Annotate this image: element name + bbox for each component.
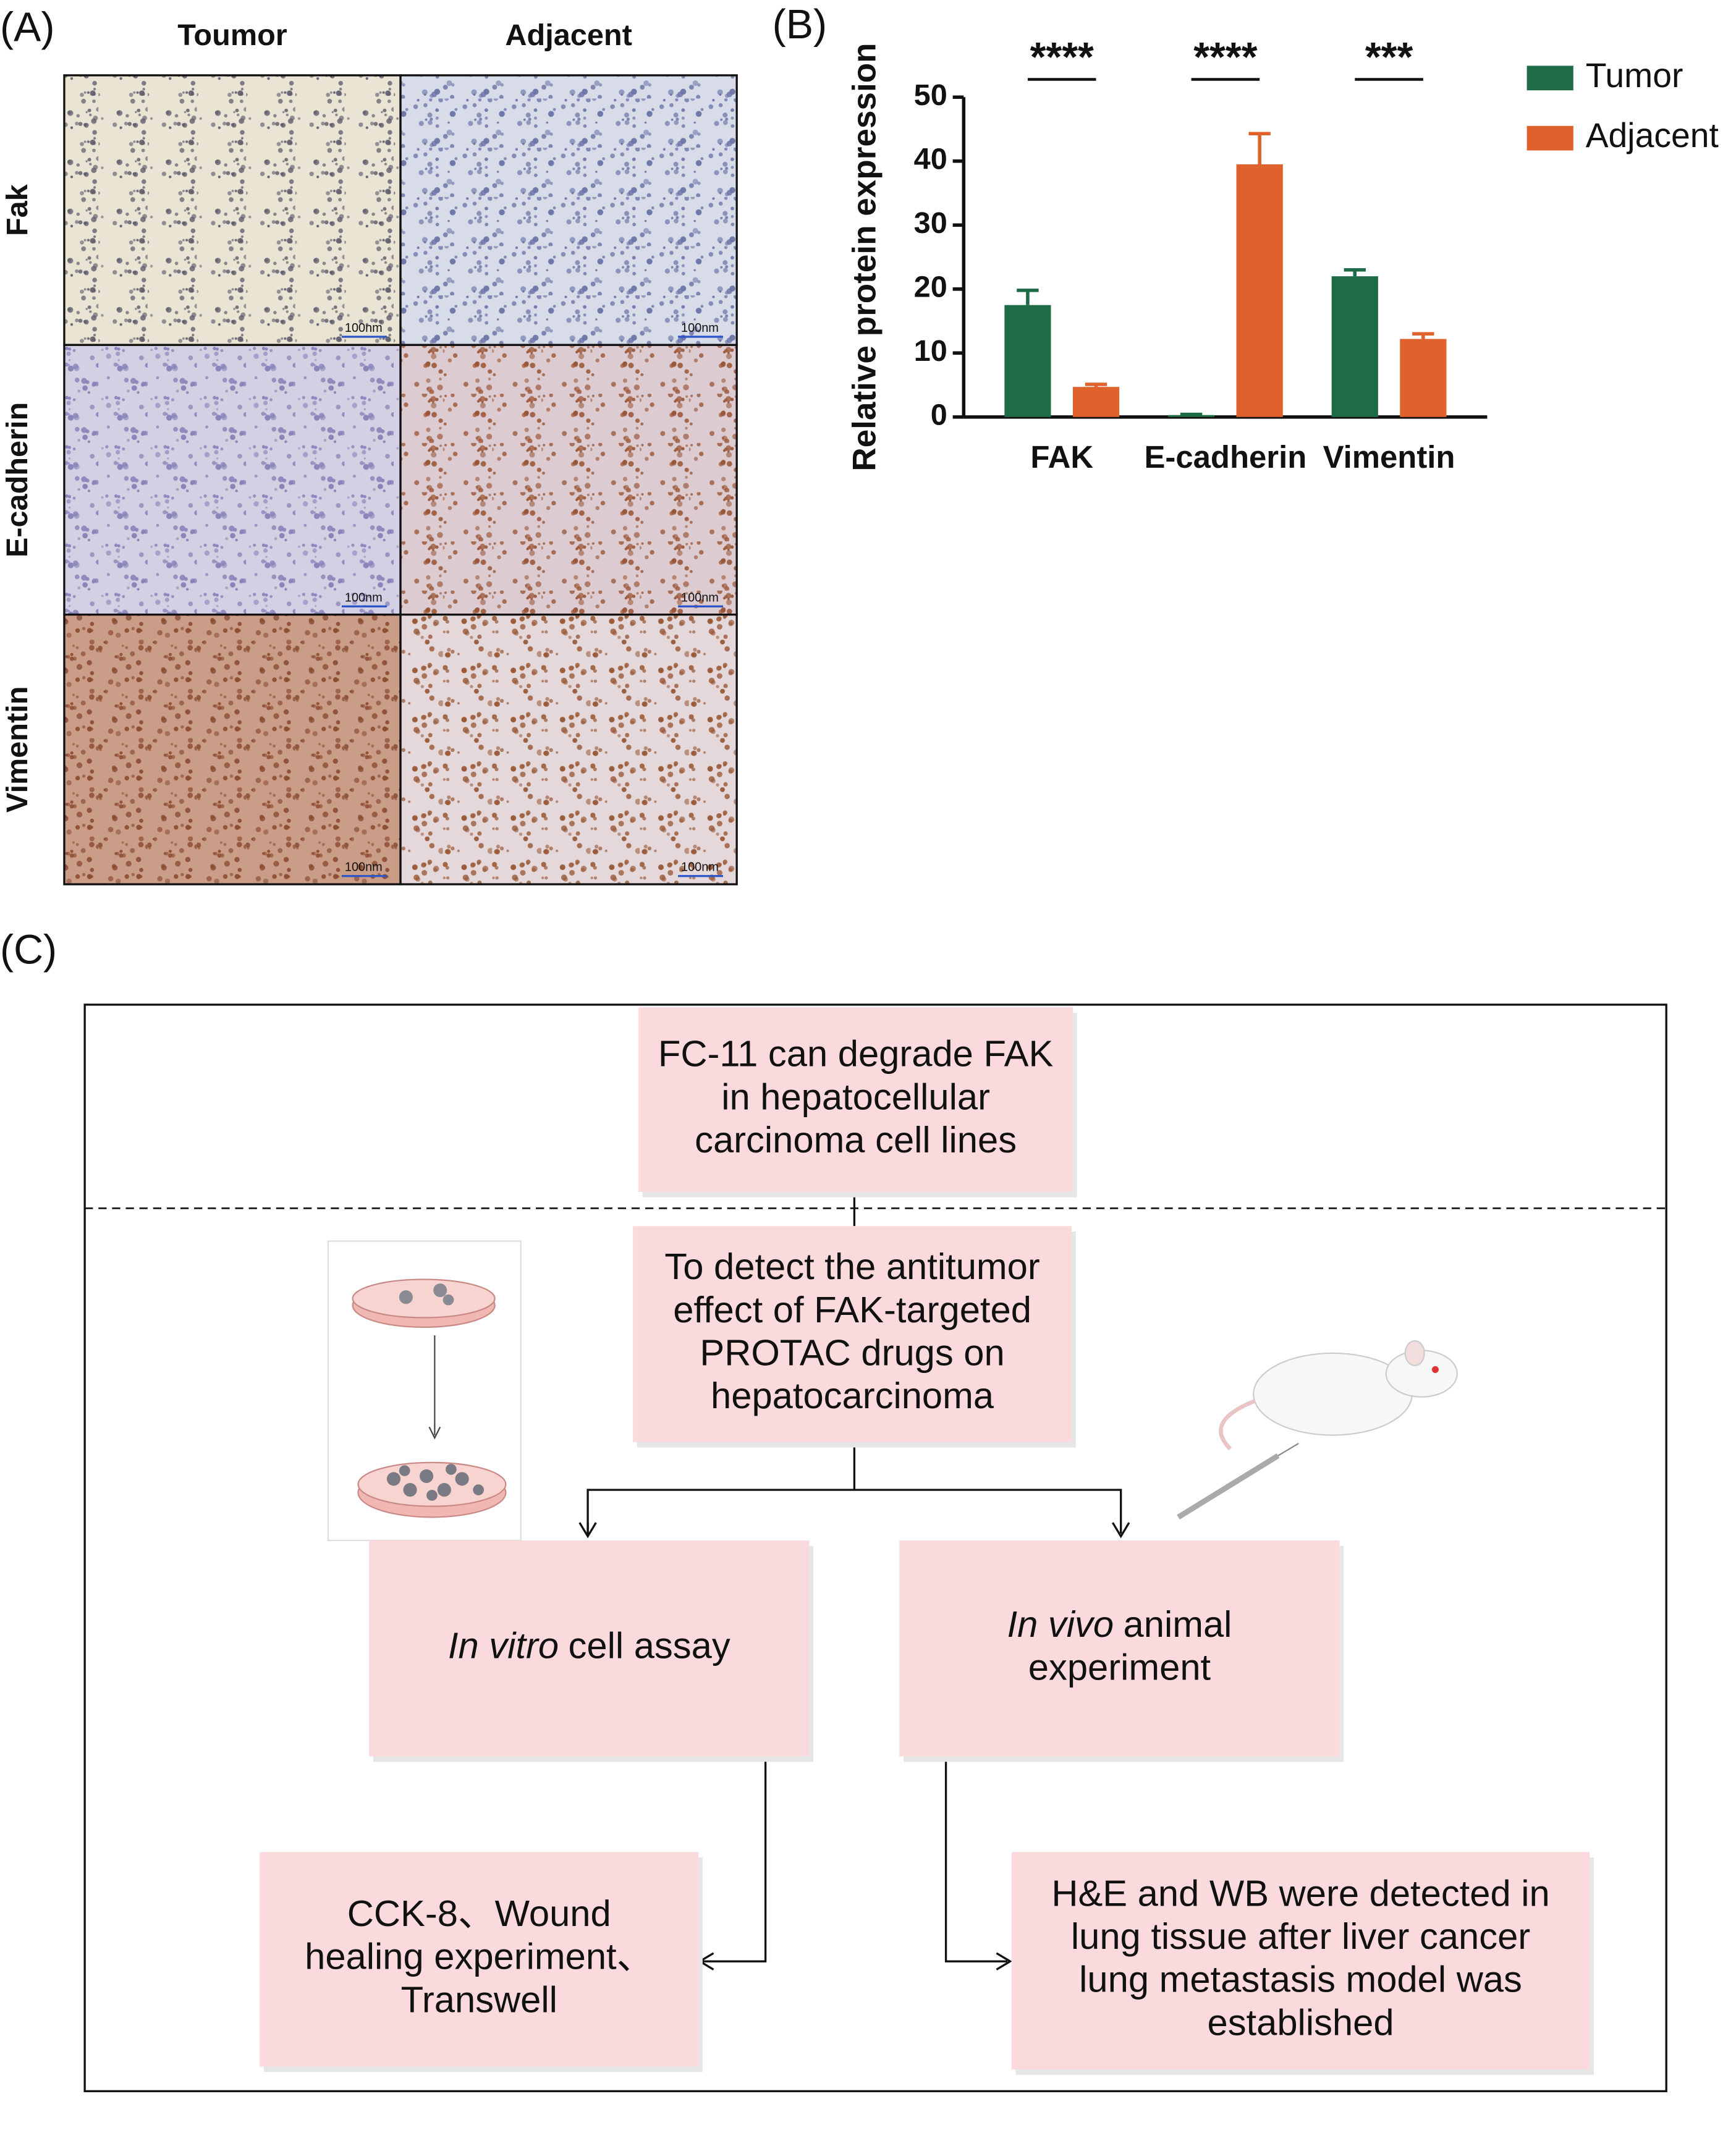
box-text: FC-11 can degrade FAK	[658, 1033, 1054, 1075]
box-text: To detect the antitumor	[664, 1246, 1039, 1287]
box-text-regular: animal	[1124, 1603, 1232, 1645]
arrow-head	[1111, 1522, 1130, 1539]
y-tick-label: 50	[914, 78, 947, 112]
rat-illustration	[1177, 1340, 1458, 1520]
box-text: In vivo animal	[1007, 1603, 1232, 1645]
flow-box	[638, 1007, 1073, 1192]
bar	[1236, 164, 1283, 417]
micrograph	[399, 344, 738, 616]
significance: ***	[1365, 35, 1413, 80]
rat-tail	[1219, 1399, 1256, 1451]
connectors	[578, 1191, 1130, 1971]
x-tick-label: E-cadherin	[1144, 439, 1306, 475]
box-text: lung metastasis model was	[1079, 1959, 1522, 2000]
row-header: E-cadherin	[1, 402, 34, 557]
significance: ****	[1193, 35, 1257, 80]
y-tick-label: 40	[914, 143, 947, 176]
box-text: healing experiment、	[305, 1936, 653, 1977]
box-text: in hepatocellular	[721, 1076, 990, 1117]
legend-label: Adjacent	[1586, 116, 1719, 154]
needle	[1277, 1442, 1299, 1456]
rat-eye	[1431, 1366, 1439, 1373]
box-text: CCK-8、Wound	[347, 1893, 611, 1934]
flow-box	[369, 1540, 810, 1757]
bar	[1072, 387, 1120, 417]
cells	[386, 1464, 484, 1501]
y-tick-label: 10	[914, 334, 947, 368]
box-text: lung tissue after liver cancer	[1071, 1916, 1530, 1957]
x-tick-label: FAK	[1030, 439, 1093, 475]
arrow-head	[996, 1952, 1012, 1971]
panel-label: (A)	[0, 4, 54, 50]
y-axis-label: Relative protein expression	[846, 43, 883, 471]
micrograph	[63, 344, 402, 616]
scale-bar-label: 100nm	[681, 591, 719, 604]
y-tick-label: 20	[914, 271, 947, 304]
significance: ****	[1030, 35, 1094, 80]
flow-box	[1011, 1852, 1590, 2069]
box-text: effect of FAK-targeted	[673, 1289, 1031, 1330]
flow-box	[633, 1226, 1072, 1442]
syringe	[1177, 1453, 1280, 1520]
box-text: established	[1208, 2001, 1394, 2043]
micrograph	[399, 74, 738, 346]
legend-label: Tumor	[1586, 56, 1683, 95]
rat-ear	[1404, 1340, 1425, 1366]
panel-label: (C)	[0, 927, 57, 973]
box-text-regular: cell assay	[569, 1624, 730, 1666]
y-tick-label: 0	[931, 399, 947, 432]
cell	[442, 1294, 454, 1306]
connector	[944, 1759, 1008, 1962]
y-tick-label: 30	[914, 206, 947, 240]
scale-bar-label: 100nm	[681, 321, 719, 335]
box-text: Transwell	[401, 1979, 557, 2020]
micrograph	[63, 74, 402, 346]
box-text: carcinoma cell lines	[695, 1119, 1017, 1160]
row-header: Fak	[1, 184, 34, 236]
dish	[352, 1278, 496, 1319]
x-tick-label: Vimentin	[1323, 439, 1455, 475]
flow-box	[899, 1540, 1340, 1757]
arrow-head	[578, 1522, 597, 1539]
box-text: experiment	[1028, 1646, 1211, 1688]
box-text: H&E and WB were detected in	[1051, 1872, 1549, 1914]
bar	[1004, 305, 1051, 417]
box-text: hepatocarcinoma	[711, 1375, 994, 1416]
flow-box	[260, 1852, 699, 2067]
micrograph	[399, 613, 738, 885]
legend-swatch	[1526, 125, 1573, 151]
connector	[586, 1489, 1122, 1534]
row-header: Vimentin	[1, 686, 34, 813]
flow-frame	[83, 1003, 1667, 2092]
petri-illustration	[327, 1240, 522, 1542]
micrograph	[63, 613, 402, 885]
panel-label: (B)	[773, 2, 827, 48]
column-header: Toumor	[177, 19, 287, 52]
scale-bar-label: 100nm	[681, 861, 719, 874]
cell	[399, 1290, 413, 1304]
connector	[702, 1759, 767, 1962]
scale-bar-label: 100nm	[345, 861, 383, 874]
bar	[1400, 339, 1447, 417]
box-text-italic: In vitro	[448, 1624, 559, 1666]
scale-bar-label: 100nm	[345, 321, 383, 335]
column-header: Adjacent	[505, 19, 632, 52]
cell	[433, 1283, 447, 1298]
box-text: In vitro cell assay	[448, 1624, 730, 1666]
arrow-head	[428, 1426, 441, 1440]
box-text: PROTAC drugs on	[700, 1332, 1004, 1374]
bar	[1331, 276, 1378, 417]
legend-swatch	[1526, 65, 1573, 91]
scale-bar-label: 100nm	[345, 591, 383, 604]
box-text-italic: In vivo	[1007, 1603, 1114, 1645]
